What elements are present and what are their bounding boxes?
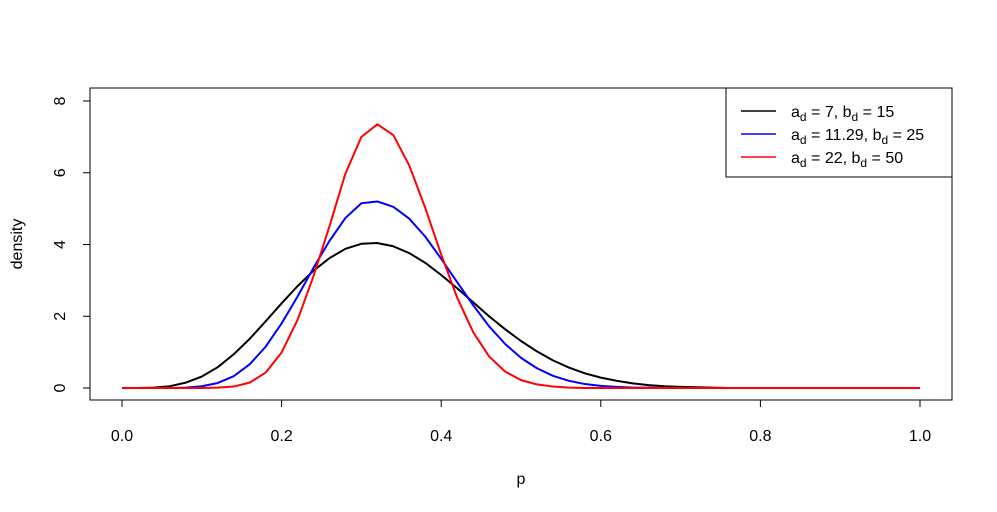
x-tick-label: 1.0 bbox=[909, 428, 931, 445]
legend-label-part: = 22, b bbox=[807, 150, 861, 167]
legend-label-part: = 15 bbox=[858, 104, 894, 121]
y-tick-label: 6 bbox=[52, 168, 69, 177]
x-tick-label: 0.8 bbox=[749, 428, 771, 445]
legend-label-1: ad = 11.29, bd = 25 bbox=[791, 127, 924, 147]
x-tick-label: 0.6 bbox=[590, 428, 612, 445]
legend-label-2: ad = 22, bd = 50 bbox=[791, 150, 903, 170]
legend-label-part: = 25 bbox=[888, 127, 924, 144]
legend-label-part: a bbox=[791, 127, 800, 144]
legend-label-part: a bbox=[791, 104, 800, 121]
legend-label-part: = 7, b bbox=[807, 104, 852, 121]
x-tick-label: 0.2 bbox=[270, 428, 292, 445]
series-line-2 bbox=[122, 123, 920, 389]
y-axis-label: density bbox=[9, 219, 26, 270]
legend-label-part: d bbox=[860, 156, 867, 170]
legend-label-part: = 50 bbox=[867, 150, 903, 167]
legend-label-part: d bbox=[800, 110, 807, 124]
legend-label-part: d bbox=[800, 133, 807, 147]
y-tick-label: 0 bbox=[52, 383, 69, 392]
y-tick-label: 4 bbox=[52, 240, 69, 249]
x-tick-label: 0.0 bbox=[111, 428, 133, 445]
legend-label-part: d bbox=[800, 156, 807, 170]
legend-label-part: d bbox=[881, 133, 888, 147]
y-tick-label: 8 bbox=[52, 96, 69, 105]
x-tick-label: 0.4 bbox=[430, 428, 452, 445]
legend-label-part: d bbox=[852, 110, 859, 124]
series-layer bbox=[122, 123, 920, 389]
legend-label-part: = 11.29, b bbox=[807, 127, 882, 144]
legend-box bbox=[725, 87, 953, 178]
y-tick-label: 2 bbox=[52, 312, 69, 321]
y-axis: 0 2 4 6 8 bbox=[52, 96, 91, 392]
series-line-1 bbox=[122, 200, 920, 389]
legend-label-part: a bbox=[791, 150, 800, 167]
x-axis-label: p bbox=[517, 471, 526, 488]
x-axis: 0.0 0.2 0.4 0.6 0.8 1.0 bbox=[111, 399, 931, 445]
legend-label-0: ad = 7, bd = 15 bbox=[791, 104, 894, 124]
series-line-0 bbox=[122, 242, 920, 389]
